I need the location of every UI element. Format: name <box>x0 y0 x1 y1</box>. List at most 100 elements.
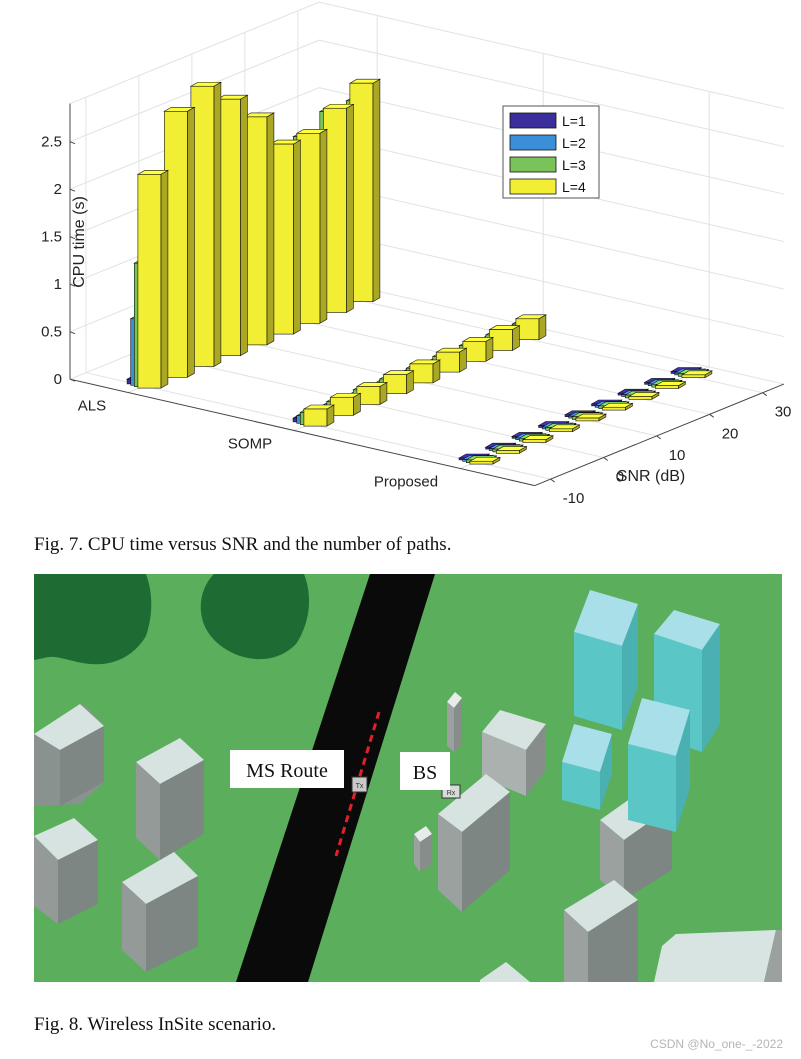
bar-side <box>266 112 275 346</box>
bar-proposed-L4-snr30 <box>680 370 714 379</box>
bar-proposed-L4-snr-5 <box>495 445 528 454</box>
z-tick-label: 1 <box>54 276 62 293</box>
snr-tick <box>550 478 556 483</box>
bar-somp-L4-snr5 <box>382 370 415 395</box>
bar-als-L4-snr30 <box>348 78 382 303</box>
bar-somp-L4-snr15 <box>435 347 468 373</box>
bar-front <box>496 450 520 454</box>
z-tick-label: 0.5 <box>41 324 62 341</box>
tree-cluster <box>34 574 310 665</box>
bar-proposed-L4-snr0 <box>521 435 555 444</box>
bar-front <box>575 417 600 422</box>
bar-proposed-L4-snr-10 <box>468 456 502 465</box>
method-tick-label: Proposed <box>374 473 438 490</box>
bar-front <box>137 174 162 389</box>
bar-somp-L4-snr25 <box>488 325 521 352</box>
bar-als-L4-snr20 <box>295 128 329 324</box>
bar-side <box>293 139 301 335</box>
chart-legend: L=1 L=2 L=3 L=4 <box>502 105 600 199</box>
bar-somp-L4-snr20 <box>461 336 495 362</box>
snr-tick <box>603 457 609 461</box>
legend-label: L=2 <box>562 135 586 151</box>
bar-als-L4-snr-10 <box>136 169 170 389</box>
bar-front <box>469 460 494 465</box>
bar-front <box>522 439 547 443</box>
bar-front <box>549 428 573 433</box>
bar-somp-L4-snr30 <box>514 314 548 341</box>
z-tick <box>69 331 76 335</box>
z-tick <box>69 141 76 145</box>
snr-tick-label: 30 <box>775 404 792 421</box>
method-tick-label: SOMP <box>228 435 272 452</box>
bar-somp-L4-snr10 <box>408 359 442 384</box>
y-axis-label: CPU time (s) <box>71 196 88 288</box>
legend-swatch <box>509 112 557 129</box>
bar-side <box>213 81 222 368</box>
bs-label: BS <box>413 762 437 784</box>
snr-axis-label: SNR (dB) <box>617 468 685 485</box>
bar-als-L4-snr25 <box>322 103 355 314</box>
gridline <box>69 39 785 148</box>
gridline <box>69 87 785 195</box>
bs-label-box: BS <box>400 752 450 790</box>
legend-swatch <box>509 134 557 151</box>
snr-tick <box>762 392 768 397</box>
bar-als-L4-snr0 <box>189 81 223 368</box>
bar-proposed-L4-snr5 <box>548 424 581 433</box>
bar-als-L4-snr5 <box>216 94 249 357</box>
bar-front <box>681 374 706 379</box>
watermark: CSDN @No_one-_-2022 <box>650 1037 783 1051</box>
method-axis-line <box>69 378 535 487</box>
z-tick-label: 0 <box>54 371 62 388</box>
snr-tick-label: 20 <box>722 425 739 442</box>
legend-label: L=1 <box>562 113 586 129</box>
snr-tick <box>656 435 662 440</box>
legend-label: L=4 <box>562 179 586 195</box>
bar-side <box>319 128 328 324</box>
method-tick-label: ALS <box>78 397 106 414</box>
snr-axis-line <box>534 383 785 487</box>
z-tick <box>69 236 76 240</box>
buildings-cyan <box>562 590 720 832</box>
bar-proposed-L4-snr25 <box>654 381 687 390</box>
snr-tick-label: 10 <box>669 447 686 464</box>
chart-axes: 0 0.5 1 1.5 2 2.5 ALS SOMP Proposed -10 0 10 20 30 <box>41 103 792 507</box>
bar-front <box>303 408 328 427</box>
figure-7-chart: 0 0.5 1 1.5 2 2.5 ALS SOMP Proposed -10 0 10 20 30 CP… <box>41 1 792 507</box>
tx-marker: Tx <box>351 776 368 793</box>
ms-route-label: MS Route <box>246 760 328 782</box>
bar-side <box>160 169 169 389</box>
z-tick <box>69 283 76 287</box>
bar-somp-L4-snr-10 <box>302 404 336 427</box>
bar-front <box>628 396 653 400</box>
legend-swatch <box>509 178 557 195</box>
z-tick <box>69 188 76 192</box>
bar-proposed-L4-snr10 <box>574 413 608 422</box>
bar-als-L4-snr10 <box>242 112 276 346</box>
tx-marker-label: Tx <box>356 783 364 790</box>
figure-7-caption: Fig. 7. CPU time versus SNR and the numb… <box>34 534 452 555</box>
legend-label: L=3 <box>562 157 586 173</box>
bar-side <box>372 78 381 303</box>
z-tick-label: 2 <box>54 181 62 198</box>
bar-front <box>655 385 679 389</box>
bar-somp-L4-snr0 <box>355 381 389 406</box>
bar-side <box>187 106 195 378</box>
gridline <box>69 1 785 110</box>
figure-8-scene: Tx Rx MS Route BS <box>34 574 782 982</box>
ms-route-label-box: MS Route <box>230 750 344 788</box>
snr-tick <box>709 413 715 418</box>
legend-swatch <box>509 156 557 173</box>
rx-marker-label: Rx <box>447 790 456 797</box>
chart-bars <box>125 78 714 465</box>
figure-8-caption: Fig. 8. Wireless InSite scenario. <box>34 1014 277 1035</box>
snr-tick-label: -10 <box>563 490 585 507</box>
bar-proposed-L4-snr20 <box>627 391 661 400</box>
bar-front <box>602 406 626 411</box>
bar-als-L4-snr-5 <box>163 106 196 378</box>
bar-somp-L4-snr-5 <box>329 392 362 416</box>
bar-side <box>346 103 354 314</box>
z-tick-label: 1.5 <box>41 229 62 246</box>
bar-als-L4-snr15 <box>269 139 302 335</box>
z-tick-label: 2.5 <box>41 134 62 151</box>
